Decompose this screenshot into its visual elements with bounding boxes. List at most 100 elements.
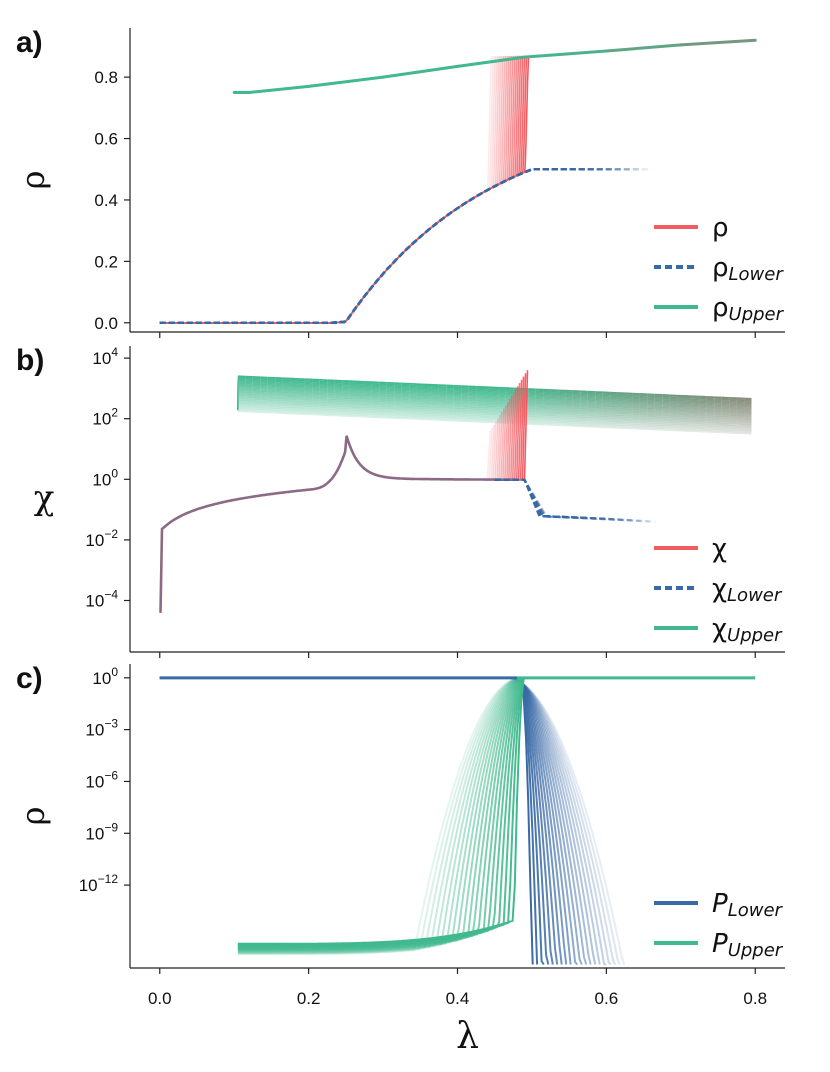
legend-item: χ: [654, 534, 727, 564]
chi-lower-curve: [494, 478, 605, 520]
chi-lower-curve: [494, 478, 623, 521]
y-tick-label: 10−12: [79, 872, 119, 895]
y-tick-label: 100: [92, 665, 118, 688]
rho-curve: [159, 55, 507, 324]
legend-label: χ: [712, 534, 727, 564]
rho-upper-segment: [604, 43, 683, 53]
y-axis-label: χ: [34, 478, 55, 518]
panel-a: 0.0 0.2 0.4 0.6 0.8 a) ρ ρ ρLower ρUpper: [14, 26, 785, 338]
chi-curve: [159, 405, 507, 613]
chi-curve: [159, 414, 501, 613]
chi-upper-curve: [237, 390, 752, 415]
rho-curve: [159, 56, 495, 324]
rho-curve: [159, 55, 516, 324]
p-lower-curve: [159, 676, 579, 966]
y-axis-label: ρ: [14, 171, 52, 190]
rho-curve: [159, 55, 511, 324]
chi-upper-curve: [237, 377, 752, 410]
legend-item: ρ: [654, 213, 729, 243]
x-tick-label: 0.2: [297, 989, 321, 1008]
rho-lower-curve: [159, 168, 648, 324]
rho-lower-curve: [159, 168, 631, 324]
rho-lower-curve: [159, 168, 586, 324]
chi-curve: [159, 421, 497, 613]
chi-curve: [159, 427, 493, 613]
panel-b: 104 102 100 10−2 10−4 b) χ χ χLower χUpper: [16, 344, 785, 658]
chi-upper-curve: [237, 409, 752, 435]
rho-curve: [159, 55, 530, 324]
rho-curve: [159, 55, 526, 324]
rho-lower-curve: [159, 168, 613, 324]
chi-lower-curve: [494, 478, 641, 522]
chi-curve: [159, 408, 505, 613]
rho-lower-curve: [159, 168, 622, 324]
rho-lower-curve: [159, 168, 550, 324]
chi-curve: [159, 411, 503, 613]
rho-upper-segment: [456, 55, 526, 68]
legend-item: PUpper: [654, 929, 784, 961]
y-tick-label: 10−9: [85, 820, 118, 843]
rho-lower-curve: [159, 168, 640, 324]
legend-label: χUpper: [712, 614, 783, 646]
chi-lower-curve: [494, 478, 632, 522]
rho-curve: [159, 56, 499, 324]
chi-upper-curve: [237, 395, 752, 420]
y-tick-label: 10−2: [85, 527, 118, 550]
chi-curve: [159, 392, 515, 613]
rho-upper-segment: [247, 84, 311, 94]
chi-lower-curve: [494, 478, 614, 521]
chi-upper-curve: [237, 391, 752, 417]
chi-upper-curve: [237, 398, 752, 423]
chi-curve: [159, 430, 491, 613]
x-tick-label: 0.0: [148, 989, 172, 1008]
legend-label: ρLower: [712, 253, 784, 285]
rho-upper-segment: [381, 64, 459, 79]
rho-curve: [159, 55, 513, 324]
rho-lower-curve: [159, 168, 595, 324]
rho-curve: [159, 55, 505, 324]
rho-lower-curve: [159, 168, 604, 324]
rho-curve: [159, 55, 520, 324]
legend-item: χLower: [654, 574, 783, 606]
x-tick-label: 0.4: [446, 989, 470, 1008]
chi-curve: [159, 418, 499, 613]
rho-curve: [159, 56, 497, 324]
rho-curve: [159, 55, 524, 324]
chi-main-curve: [159, 435, 517, 613]
chi-upper-curve: [237, 408, 752, 433]
y-tick-label: 100: [92, 466, 118, 489]
rho-upper-segment: [679, 38, 757, 47]
rho-curve: [159, 56, 493, 324]
p-lower-curve: [159, 676, 588, 965]
panel-tag: b): [16, 344, 44, 377]
legend-item: ρUpper: [654, 293, 785, 325]
panel-c: 100 10−3 10−6 10−9 10−12 c) ρ 0.0 0.2 0.4 0.6 0.8 λ P…: [14, 662, 785, 1057]
p-lower-curve: [159, 676, 534, 965]
chi-curve: [159, 389, 517, 613]
x-tick-label: 0.8: [743, 989, 767, 1008]
rho-curve: [159, 56, 503, 324]
chi-curve: [159, 402, 509, 613]
rho-curve: [159, 55, 528, 324]
legend-item: ρLower: [654, 253, 784, 285]
chi-upper-curve: [237, 378, 752, 410]
y-tick-label: 10−6: [85, 768, 118, 791]
chi-upper-curve: [237, 380, 752, 410]
legend-label: ρ: [712, 213, 729, 243]
chi-upper-curve: [237, 405, 752, 430]
chi-curve: [159, 424, 495, 613]
panel-tag: c): [16, 662, 43, 695]
rho-lower-curve: [159, 168, 568, 324]
rho-curve: [159, 55, 509, 324]
legend-label: PLower: [712, 889, 784, 921]
chi-upper-curve: [237, 383, 752, 410]
rho-curve: [159, 55, 518, 324]
y-tick-label: 102: [92, 406, 118, 429]
panel-tag: a): [16, 26, 43, 59]
chi-upper-curve: [237, 403, 752, 428]
y-tick-label: 0.6: [94, 130, 118, 149]
rho-curve: [159, 55, 515, 324]
legend-item: PLower: [654, 889, 784, 921]
legend-label: ρUpper: [712, 293, 785, 325]
